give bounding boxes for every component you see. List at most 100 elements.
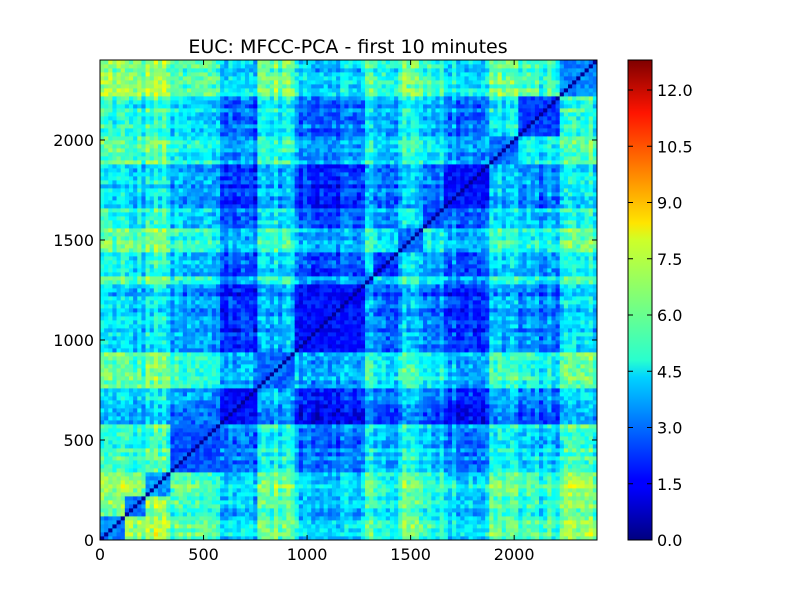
heatmap-cell <box>199 376 204 381</box>
heatmap-cell <box>265 500 271 505</box>
heatmap-cell <box>178 512 184 517</box>
heatmap-cell <box>149 272 155 277</box>
heatmap-cell <box>157 488 163 493</box>
heatmap-cell <box>191 224 196 229</box>
heatmap-cell <box>100 304 105 309</box>
heatmap-cell <box>157 460 163 465</box>
heatmap-cell <box>232 88 238 93</box>
heatmap-cell <box>112 408 117 413</box>
heatmap-cell <box>228 436 233 441</box>
heatmap-cell <box>224 496 229 501</box>
heatmap-cell <box>211 152 217 157</box>
heatmap-cell <box>182 396 188 401</box>
heatmap-cell <box>133 384 138 389</box>
heatmap-cell <box>137 428 142 433</box>
heatmap-cell <box>199 104 204 109</box>
heatmap-cell <box>174 504 180 509</box>
heatmap-cell <box>116 204 122 209</box>
heatmap-cell <box>195 416 200 421</box>
heatmap-cell <box>166 452 171 457</box>
heatmap-cell <box>149 236 155 241</box>
heatmap-cell <box>104 112 109 117</box>
heatmap-cell <box>236 508 242 513</box>
heatmap-cell <box>116 168 122 173</box>
heatmap-cell <box>153 212 159 217</box>
heatmap-cell <box>232 500 238 505</box>
heatmap-cell <box>253 460 258 465</box>
heatmap-cell <box>133 480 138 485</box>
heatmap-cell <box>124 480 130 485</box>
heatmap-cell <box>133 264 138 269</box>
heatmap-cell <box>232 72 238 77</box>
heatmap-cell <box>137 500 142 505</box>
heatmap-cell <box>228 188 233 193</box>
heatmap-cell <box>240 180 246 185</box>
heatmap-cell <box>124 508 130 513</box>
heatmap-cell <box>162 148 167 153</box>
heatmap-cell <box>153 516 159 521</box>
heatmap-cell <box>137 448 142 453</box>
heatmap-cell <box>104 500 109 505</box>
heatmap-cell <box>120 176 126 181</box>
heatmap-cell <box>108 308 113 313</box>
heatmap-cell <box>182 132 188 137</box>
heatmap-cell <box>178 500 184 505</box>
heatmap-cell <box>157 320 163 325</box>
heatmap-cell <box>215 376 221 381</box>
heatmap-cell <box>215 100 221 105</box>
heatmap-cell <box>265 392 271 397</box>
heatmap-cell <box>220 424 225 429</box>
heatmap-cell <box>253 96 258 101</box>
heatmap-cell <box>124 440 130 445</box>
heatmap-cell <box>149 320 155 325</box>
heatmap-cell <box>249 92 254 97</box>
heatmap-cell <box>211 308 217 313</box>
heatmap-cell <box>215 216 221 221</box>
heatmap-cell <box>104 244 109 249</box>
heatmap-cell <box>145 220 151 225</box>
heatmap-cell <box>145 264 151 269</box>
heatmap-cell <box>220 532 225 537</box>
heatmap-cell <box>137 472 142 477</box>
heatmap-cell <box>141 240 146 245</box>
heatmap-cell <box>207 168 213 173</box>
heatmap-cell <box>207 244 213 249</box>
heatmap-cell <box>108 108 113 113</box>
heatmap-cell <box>104 396 109 401</box>
heatmap-cell <box>124 288 130 293</box>
heatmap-cell <box>116 400 122 405</box>
heatmap-cell <box>141 524 146 529</box>
heatmap-cell <box>178 124 184 129</box>
heatmap-cell <box>145 204 151 209</box>
heatmap-cell <box>215 288 221 293</box>
heatmap-cell <box>195 204 200 209</box>
heatmap-cell <box>207 340 213 345</box>
heatmap-cell <box>215 352 221 357</box>
heatmap-cell <box>244 532 250 537</box>
heatmap-cell <box>128 80 134 85</box>
heatmap-cell <box>240 300 246 305</box>
heatmap-cell <box>104 336 109 341</box>
heatmap-cell <box>153 412 159 417</box>
heatmap-cell <box>100 176 105 181</box>
heatmap-cell <box>186 380 192 385</box>
heatmap-cell <box>137 292 142 297</box>
heatmap-cell <box>244 476 250 481</box>
heatmap-cell <box>228 216 233 221</box>
heatmap-cell <box>215 152 221 157</box>
heatmap-cell <box>137 520 142 525</box>
heatmap-cell <box>133 364 138 369</box>
heatmap-cell <box>240 488 246 493</box>
heatmap-cell <box>261 156 267 161</box>
heatmap-cell <box>128 380 134 385</box>
heatmap-cell <box>199 140 204 145</box>
heatmap-cell <box>133 416 138 421</box>
heatmap-cell <box>137 228 142 233</box>
heatmap-cell <box>141 364 146 369</box>
heatmap-cell <box>100 452 105 457</box>
heatmap-cell <box>104 520 109 525</box>
heatmap-cell <box>253 508 258 513</box>
heatmap-cell <box>112 192 117 197</box>
heatmap-cell <box>191 248 196 253</box>
heatmap-cell <box>199 292 204 297</box>
